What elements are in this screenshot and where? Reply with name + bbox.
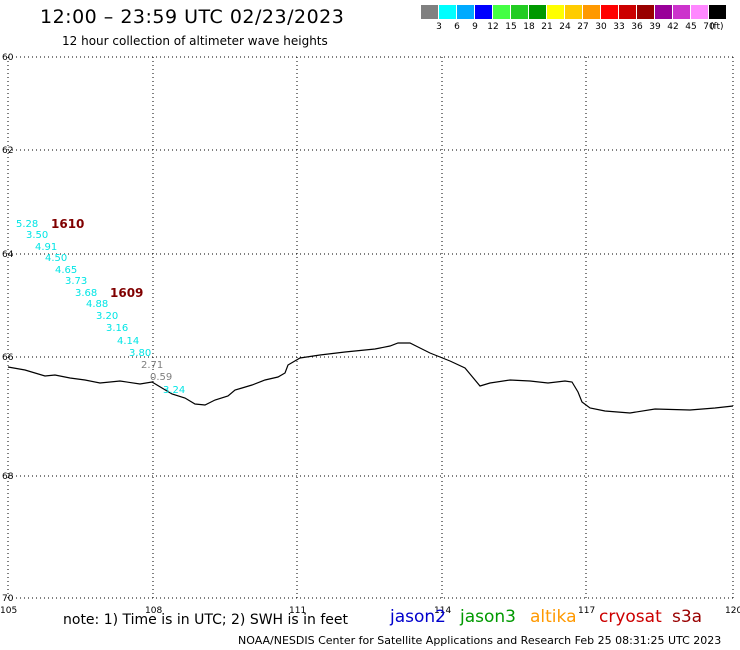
colorbar-swatch — [421, 5, 438, 19]
latitude-tick-label: 60 — [2, 53, 14, 63]
colorbar-label: 3 — [436, 22, 442, 32]
pass-time-label: 1609 — [110, 286, 143, 300]
footnote: note: 1) Time is in UTC; 2) SWH is in fe… — [63, 612, 349, 628]
pass-time-labels: 1610 1609 — [51, 217, 143, 300]
map-title: 12:00 – 23:59 UTC 02/23/2023 — [40, 6, 345, 28]
wave-height-value: 5.28 — [16, 219, 38, 230]
longitude-tick-label: 105 — [0, 606, 17, 616]
colorbar-swatch — [601, 5, 618, 19]
satellite-name: cryosat — [599, 607, 662, 627]
colorbar-label: 27 — [577, 22, 589, 32]
wave-height-value: 3.80 — [129, 348, 151, 359]
longitude-tick-label: 117 — [578, 606, 595, 616]
longitude-tick-label: 114 — [434, 606, 451, 616]
wave-height-value: 4.14 — [117, 336, 139, 347]
latitude-tick-label: 64 — [2, 250, 14, 260]
wave-height-value: 3.73 — [65, 276, 87, 287]
colorbar-swatch — [637, 5, 654, 19]
wave-height-value: 3.20 — [96, 311, 118, 322]
colorbar-swatch — [565, 5, 582, 19]
colorbar-swatch — [691, 5, 708, 19]
latitude-tick-label: 70 — [2, 594, 14, 604]
colorbar-label: 12 — [487, 22, 499, 32]
colorbar-label: 24 — [559, 22, 571, 32]
colorbar-swatch — [475, 5, 492, 19]
latitude-tick-label: 68 — [2, 472, 14, 482]
satellite-name: altika — [530, 607, 577, 627]
wave-height-value: 4.88 — [86, 299, 108, 310]
wave-height-value: 3.68 — [75, 288, 97, 299]
colorbar-label: 9 — [472, 22, 478, 32]
colorbar-label: 18 — [523, 22, 535, 32]
colorbar-label: 36 — [631, 22, 643, 32]
colorbar-swatch — [655, 5, 672, 19]
colorbar-label: 39 — [649, 22, 661, 32]
colorbar-label: 15 — [505, 22, 517, 32]
colorbar-swatch — [673, 5, 690, 19]
satellite-name: s3a — [672, 607, 703, 627]
colorbar-swatch — [547, 5, 564, 19]
wave-height-value: 4.50 — [45, 253, 67, 264]
wave-height-value: 2.71 — [141, 360, 163, 371]
colorbar-label: 45 — [685, 22, 697, 32]
colorbar-label: 6 — [454, 22, 460, 32]
colorbar-swatch — [457, 5, 474, 19]
satellite-name: jason3 — [460, 607, 516, 627]
colorbar-unit: (ft) — [710, 22, 724, 32]
colorbar-swatch — [583, 5, 600, 19]
colorbar-swatch — [511, 5, 528, 19]
colorbar-swatch — [709, 5, 726, 19]
coastline — [7, 342, 734, 414]
credit-line: NOAA/NESDIS Center for Satellite Applica… — [238, 634, 722, 647]
colorbar-label: 30 — [595, 22, 607, 32]
colorbar-label: 33 — [613, 22, 625, 32]
colorbar-swatch — [619, 5, 636, 19]
wave-height-value: 3.50 — [26, 230, 48, 241]
colorbar-label: 21 — [541, 22, 553, 32]
axis-tick-labels: 60 62 64 66 68 70 105 108 111 114 117 120 — [0, 53, 740, 616]
longitude-tick-label: 120 — [725, 606, 740, 616]
longitude-tick-label: 108 — [145, 606, 162, 616]
longitude-tick-label: 111 — [289, 606, 306, 616]
wave-height-value: 4.91 — [35, 242, 57, 253]
pass-time-label: 1610 — [51, 217, 84, 231]
wave-height-value: 4.65 — [55, 265, 77, 276]
grid-lines — [7, 56, 734, 599]
wave-height-value: 3.24 — [163, 385, 185, 396]
latitude-tick-label: 62 — [2, 146, 13, 156]
colorbar-label: 70 — [703, 22, 715, 32]
wave-height-value: 3.16 — [106, 323, 128, 334]
colorbar-label: 42 — [667, 22, 679, 32]
wave-height-value: 0.59 — [150, 372, 172, 383]
wave-height-labels: 5.283.504.914.504.653.733.684.883.203.16… — [16, 219, 185, 396]
colorbar-swatch — [439, 5, 456, 19]
colorbar-swatch — [529, 5, 546, 19]
colorbar-swatch — [493, 5, 510, 19]
latitude-tick-label: 66 — [2, 353, 14, 363]
map-subtitle: 12 hour collection of altimeter wave hei… — [62, 34, 328, 48]
satellite-name: jason2 — [390, 607, 446, 627]
